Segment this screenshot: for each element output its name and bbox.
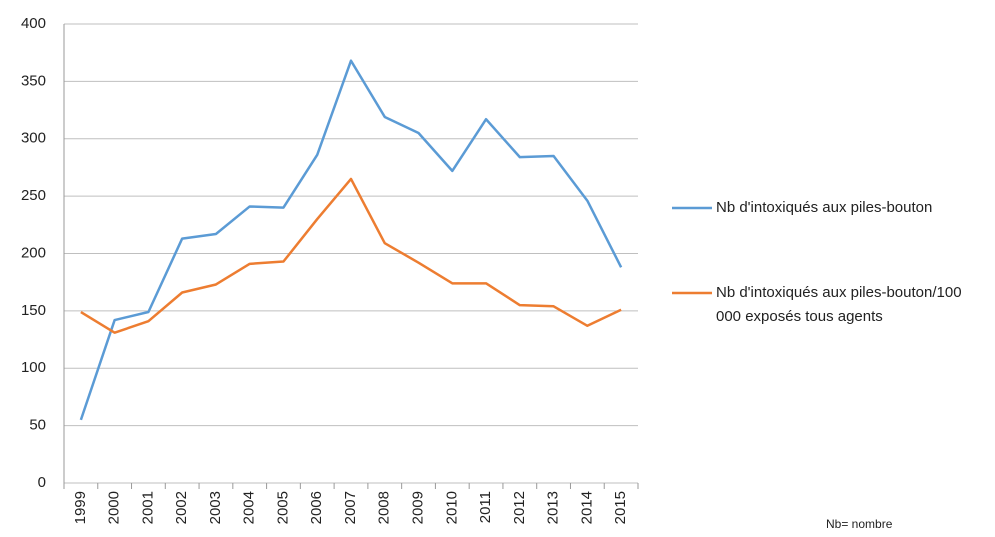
x-tick-label: 2011 <box>477 491 494 523</box>
x-tick-label: 2004 <box>241 491 258 524</box>
x-tick-label: 2012 <box>511 491 528 524</box>
x-tick-label: 2001 <box>139 491 156 524</box>
x-tick-label: 2009 <box>409 491 426 524</box>
series-line <box>80 177 622 334</box>
legend-label: Nb d'intoxiqués aux piles-bouton <box>716 199 933 216</box>
y-tick-label: 100 <box>21 359 46 376</box>
x-tick-label: 2014 <box>578 491 595 524</box>
x-tick-label: 1999 <box>72 491 89 524</box>
y-tick-label: 400 <box>21 15 46 32</box>
legend-label: Nb d'intoxiqués aux piles-bouton/100 000… <box>716 284 962 325</box>
x-tick-label: 2005 <box>274 491 291 524</box>
x-tick-label: 2006 <box>308 491 325 524</box>
y-tick-label: 250 <box>21 187 46 204</box>
x-tick-label: 2008 <box>376 491 393 524</box>
x-tick-label: 2013 <box>545 491 562 524</box>
series-line <box>79 59 623 421</box>
y-tick-label: 50 <box>29 417 46 434</box>
y-tick-label: 200 <box>21 244 46 261</box>
y-tick-label: 300 <box>21 130 46 147</box>
x-tick-label: 2003 <box>207 491 224 524</box>
x-tick-label: 2010 <box>443 491 460 524</box>
y-tick-label: 150 <box>21 302 46 319</box>
x-tick-label: 2015 <box>612 491 629 524</box>
note: Nb= nombre <box>826 517 893 531</box>
y-tick-label: 350 <box>21 72 46 89</box>
x-tick-label: 2000 <box>106 491 123 524</box>
x-tick-label: 2007 <box>342 491 359 524</box>
y-tick-label: 0 <box>38 474 46 491</box>
x-tick-label: 2002 <box>173 491 190 524</box>
